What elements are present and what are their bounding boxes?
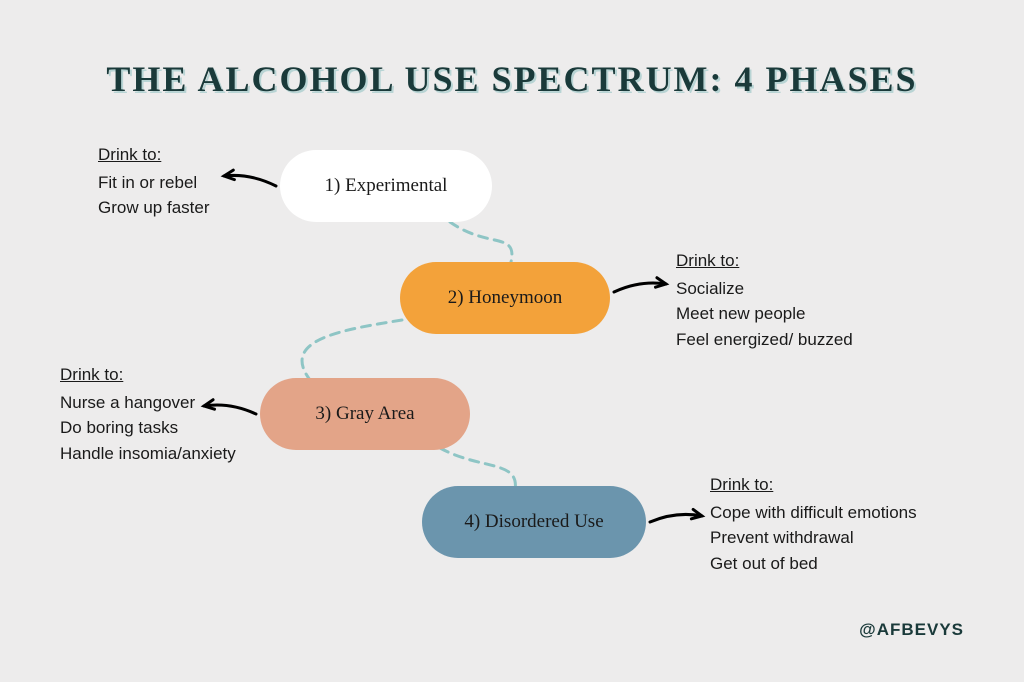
phase-pill-1: 1) Experimental xyxy=(280,150,492,222)
arrow-icon xyxy=(0,0,1024,682)
connector-paths xyxy=(0,0,1024,682)
arrow-icon xyxy=(0,0,1024,682)
phase-desc-1: Drink to: Fit in or rebelGrow up faster xyxy=(98,142,210,221)
arrow-icon xyxy=(0,0,1024,682)
credit-handle: @AFBEVYS xyxy=(859,620,964,640)
arrow-icon xyxy=(0,0,1024,682)
page-title: THE ALCOHOL USE SPECTRUM: 4 PHASES xyxy=(0,58,1024,100)
phase-desc-3: Drink to:Nurse a hangoverDo boring tasks… xyxy=(60,362,236,466)
phase-desc-2: Drink to:SocializeMeet new peopleFeel en… xyxy=(676,248,853,352)
phase-pill-2: 2) Honeymoon xyxy=(400,262,610,334)
phase-pill-3: 3) Gray Area xyxy=(260,378,470,450)
phase-pill-4: 4) Disordered Use xyxy=(422,486,646,558)
phase-desc-4: Drink to:Cope with difficult emotionsPre… xyxy=(710,472,917,576)
